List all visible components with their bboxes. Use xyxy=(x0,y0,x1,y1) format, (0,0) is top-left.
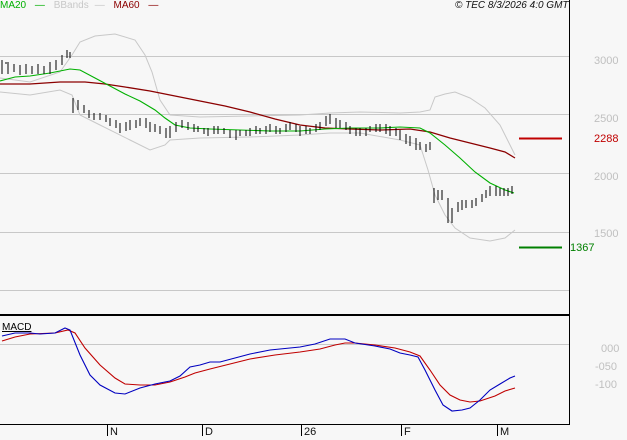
legend-bbands: BBands — xyxy=(53,0,105,11)
ma20-line xyxy=(0,68,515,194)
legend: MA20 — BBands — MA60 — xyxy=(0,0,164,12)
bbands xyxy=(0,33,516,242)
price-bars xyxy=(1,50,513,223)
x-ticks xyxy=(107,424,498,436)
legend-ma60: MA60 — xyxy=(113,0,159,11)
ma60-line xyxy=(0,81,516,159)
legend-ma20: MA20 — xyxy=(0,0,45,11)
copyright-label: © TEC 8/3/2026 4:0 GMT xyxy=(455,0,569,11)
macd-line xyxy=(1,327,516,412)
macd-signal-line xyxy=(1,329,516,403)
price-grid xyxy=(0,56,569,291)
